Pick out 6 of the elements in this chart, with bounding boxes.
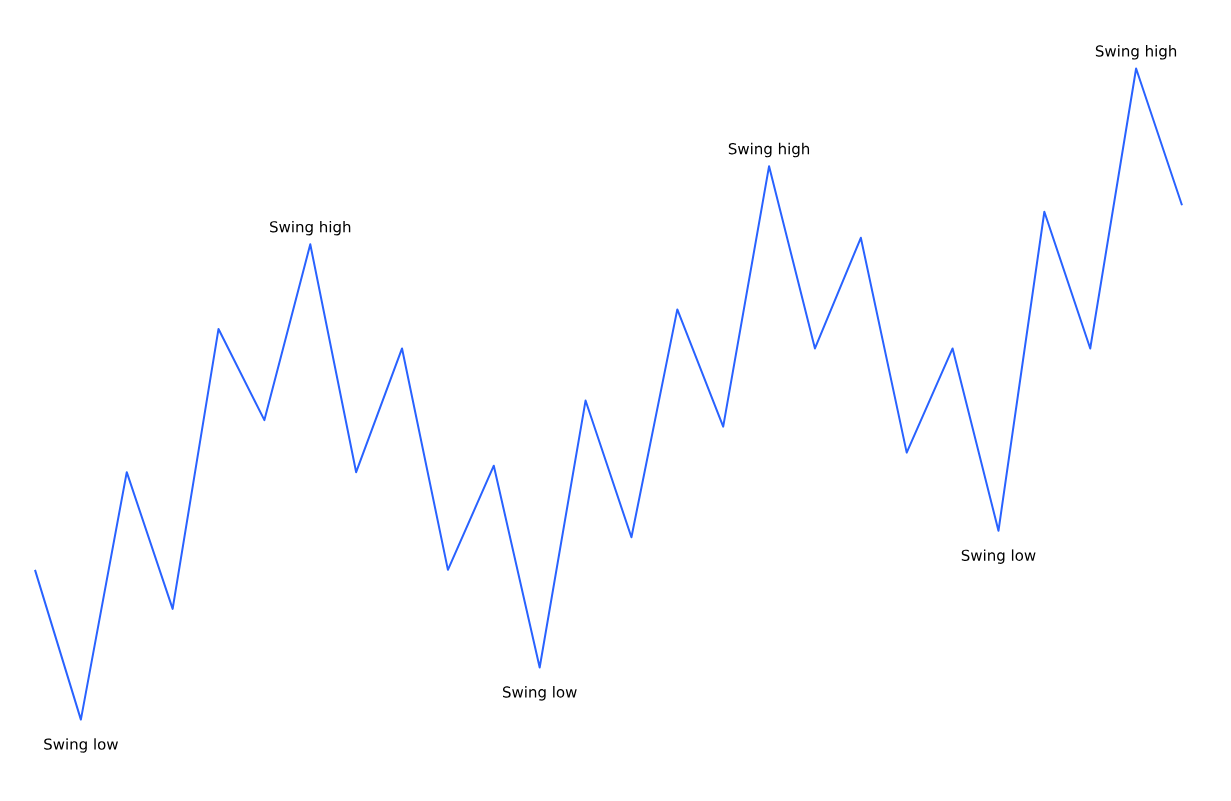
annotation: Swing high [728, 142, 810, 158]
annotation: Swing high [270, 220, 351, 236]
annotation: Swing low [44, 738, 118, 753]
annotation: Swing low [502, 686, 577, 701]
annotation: Swing low [961, 549, 1036, 564]
annotation: Swing high [1095, 45, 1177, 60]
